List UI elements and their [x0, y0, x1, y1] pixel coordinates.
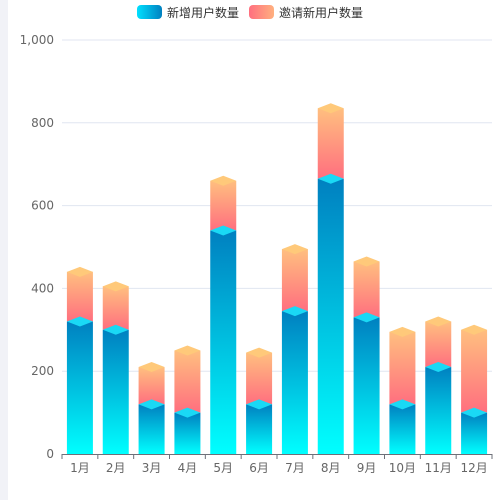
bar-invited-users [281, 249, 308, 312]
x-tick-label: 2月 [106, 461, 126, 475]
bar-cap-invited-users [461, 324, 488, 335]
axes: 0 200 400 600 800 1,000 1月 2月 3月 4月 5月 6月 7月 8月 9月 10月 1… [20, 33, 493, 475]
bar-cap-invited-users [210, 175, 237, 186]
x-tick-label: 10月 [389, 461, 416, 475]
bar-cap-invited-users [66, 266, 93, 277]
legend-item-invited-users[interactable]: 邀请新用户数量 [249, 4, 363, 21]
bar-new-users [138, 404, 165, 454]
bar-cap-new-users [461, 407, 488, 418]
x-tick-label: 5月 [213, 461, 233, 475]
x-tick-label: 7月 [285, 461, 305, 475]
x-tick-label: 4月 [178, 461, 198, 475]
x-tick-label: 1月 [70, 461, 90, 475]
bar-cap-new-users [210, 225, 237, 236]
bar-invited-users [210, 180, 237, 231]
y-tick-label: 800 [31, 116, 54, 130]
y-tick-label: 1,000 [20, 33, 54, 47]
bar-cap-invited-users [389, 326, 416, 337]
bar-cap-invited-users [138, 362, 165, 373]
left-edge-strip [0, 0, 8, 500]
bar-cap-new-users [281, 306, 308, 317]
bar-cap-new-users [138, 399, 165, 410]
legend: 新增用户数量 邀请新用户数量 [0, 3, 500, 21]
bar-invited-users [66, 271, 93, 322]
bar-cap-invited-users [353, 256, 380, 267]
x-tick-label: 6月 [249, 461, 269, 475]
legend-swatch-invited-users [249, 5, 274, 19]
bar-cap-new-users [317, 173, 344, 184]
bar-cap-invited-users [317, 103, 344, 114]
bar-cap-new-users [174, 407, 201, 418]
bar-cap-new-users [102, 324, 129, 335]
bar-invited-users [246, 352, 273, 405]
bar-new-users [317, 178, 344, 454]
y-tick-label: 400 [31, 281, 54, 295]
bar-cap-new-users [353, 312, 380, 323]
bar-new-users [281, 311, 308, 454]
bar-new-users [210, 230, 237, 454]
legend-label-new-users: 新增用户数量 [166, 5, 239, 20]
bar-new-users [102, 329, 129, 454]
bar-invited-users [425, 321, 452, 368]
bar-cap-invited-users [174, 345, 201, 356]
y-tick-label: 600 [31, 199, 54, 213]
bar-new-users [353, 317, 380, 454]
bar-cap-invited-users [102, 281, 129, 292]
bar-cap-invited-users [425, 316, 452, 327]
legend-swatch-new-users [136, 5, 162, 19]
x-tick-label: 11月 [425, 461, 452, 475]
bar-new-users [461, 412, 488, 454]
bar-invited-users [461, 329, 488, 413]
bar-new-users [246, 404, 273, 454]
bar-new-users [389, 404, 416, 454]
bar-invited-users [174, 350, 201, 413]
bar-cap-new-users [66, 316, 93, 327]
bar-new-users [425, 367, 452, 454]
bars [66, 103, 488, 454]
grid-lines [62, 39, 492, 372]
bar-cap-new-users [425, 362, 452, 373]
legend-label-invited-users: 邀请新用户数量 [279, 5, 364, 20]
bar-cap-invited-users [246, 347, 273, 358]
y-tick-label: 0 [46, 447, 54, 461]
bar-invited-users [389, 331, 416, 405]
bar-new-users [174, 412, 201, 454]
x-tick-label: 8月 [321, 461, 341, 475]
bar-cap-new-users [389, 399, 416, 410]
bar-invited-users [138, 367, 165, 405]
y-tick-label: 200 [31, 364, 54, 378]
legend-item-new-users[interactable]: 新增用户数量 [136, 4, 239, 21]
x-tick-label: 3月 [142, 461, 162, 475]
bar-invited-users [353, 261, 380, 318]
bar-new-users [66, 321, 93, 454]
x-tick-label: 9月 [357, 461, 377, 475]
bar-invited-users [317, 108, 344, 179]
bar-cap-new-users [246, 399, 273, 410]
bar-cap-invited-users [281, 244, 308, 255]
bar-invited-users [102, 286, 129, 330]
x-tick-label: 12月 [460, 461, 487, 475]
